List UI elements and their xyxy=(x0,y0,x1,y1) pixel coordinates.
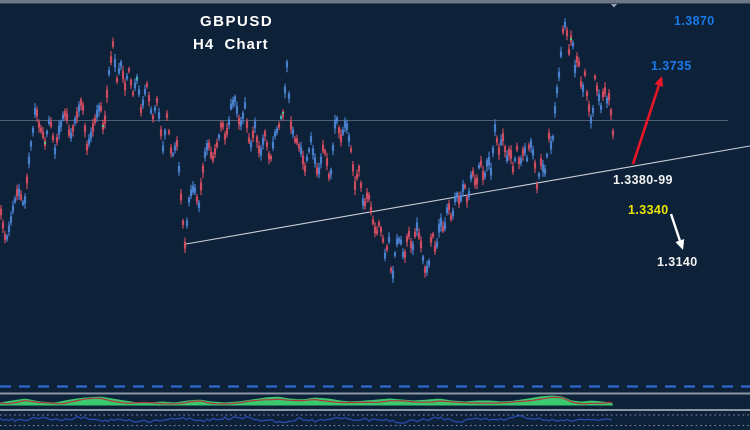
bearish-candles xyxy=(0,25,614,278)
ribbon-signal-line xyxy=(0,396,613,405)
bearish-projection-arrow-head-icon xyxy=(675,239,685,250)
chart-title-timeframe: H4 Chart xyxy=(193,36,269,53)
chart-title-symbol: GBPUSD xyxy=(200,13,274,30)
window-top-border xyxy=(0,0,750,4)
price-label-breakdown-level: 1.3340 xyxy=(628,203,669,217)
bullish-candle-bodies xyxy=(5,21,609,279)
bullish-projection-arrow xyxy=(631,85,661,165)
bearish-candle-bodies xyxy=(0,28,615,273)
doji-flecks xyxy=(44,38,572,144)
bullish-projection-arrow-head-icon xyxy=(654,76,664,87)
price-label-upside-target: 1.3735 xyxy=(651,59,692,73)
bearish-projection-arrow xyxy=(669,213,681,241)
price-label-downside-target: 1.3140 xyxy=(657,255,698,269)
oscillator-line xyxy=(0,415,613,424)
price-label-support-zone: 1.3380-99 xyxy=(613,173,673,187)
price-label-high-level: 1.3870 xyxy=(674,14,715,28)
